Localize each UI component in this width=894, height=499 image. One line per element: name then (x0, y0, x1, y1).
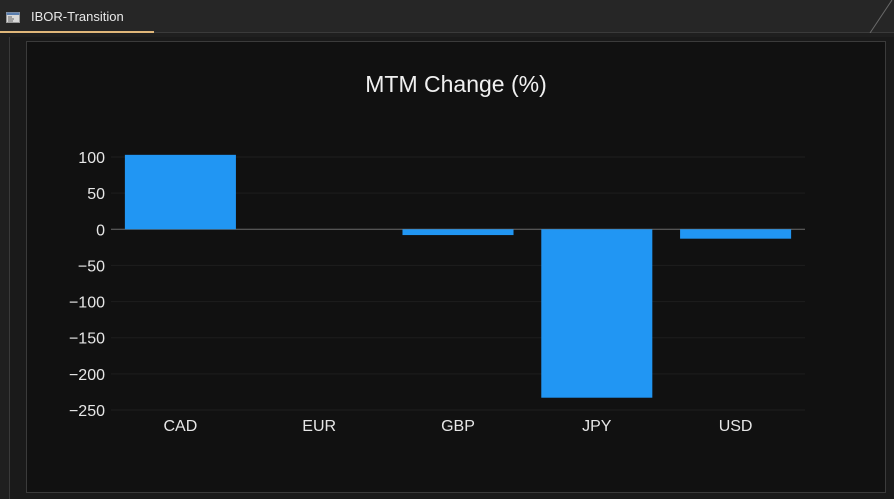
x-tick-label: EUR (302, 418, 336, 435)
tab-ibor-transition[interactable]: IBOR-Transition (0, 0, 154, 33)
bars (124, 154, 792, 398)
x-axis-ticks: CAD EUR GBP JPY USD (164, 418, 753, 435)
chart-title: MTM Change (%) (365, 71, 546, 97)
y-tick-label: −250 (69, 403, 105, 420)
y-tick-label: 0 (96, 222, 105, 239)
y-tick-label: −150 (69, 331, 105, 348)
y-tick-label: 50 (87, 186, 105, 203)
bar-gbp[interactable] (402, 229, 514, 236)
y-tick-label: −200 (69, 367, 105, 384)
bar-cad[interactable] (124, 154, 236, 230)
x-tick-label: JPY (582, 418, 612, 435)
x-tick-label: USD (719, 418, 753, 435)
chart-frame (26, 41, 886, 493)
y-tick-label: −50 (78, 258, 105, 275)
bar-jpy[interactable] (541, 229, 653, 398)
tab-label: IBOR-Transition (31, 9, 124, 24)
y-tick-label: 100 (78, 150, 105, 167)
tab-bar: IBOR-Transition (0, 0, 894, 34)
x-tick-label: CAD (164, 418, 198, 435)
y-axis-ticks: 100 50 0 −50 −100 −150 −200 −250 (69, 150, 105, 420)
bar-usd[interactable] (680, 229, 792, 239)
y-tick-label: −100 (69, 295, 105, 312)
window-icon (6, 12, 20, 23)
x-tick-label: GBP (441, 418, 475, 435)
tab-bar-end (864, 0, 894, 34)
